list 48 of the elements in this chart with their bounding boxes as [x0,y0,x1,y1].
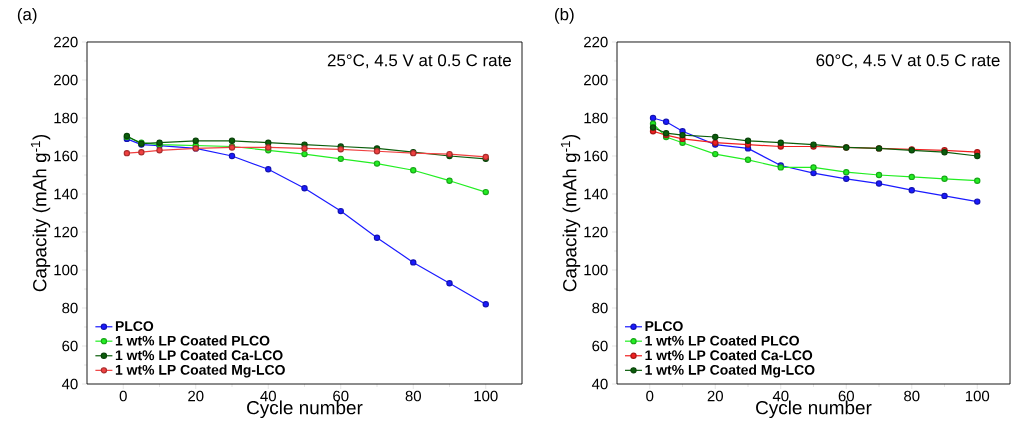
legend-label: 1 wt% LP Coated Mg-LCO [115,364,285,378]
x-tick-label: 40 [260,390,276,402]
legend-label: 1 wt% LP Coated Ca-LCO [115,349,283,361]
x-tick-label: 60 [838,390,854,402]
y-tick-label: 120 [584,226,608,238]
x-tick-label: 40 [772,390,789,402]
legend-label: 1 wt% LP Coated Mg-LCO [645,364,815,378]
legend-label: 1 wt% LP Coated Ca-LCO [645,349,813,361]
annotation: 25°C, 4.5 V at 0.5 C rate [327,54,511,69]
x-tick-label: 0 [119,390,127,402]
y-tick-label: 40 [61,378,78,390]
y-tick-label: 160 [54,150,78,162]
x-tick-label: 100 [965,390,990,402]
x-axis-title: Cycle number [756,400,872,419]
y-tick-label: 140 [54,188,78,200]
y-tick-label: 60 [592,340,608,352]
y-tick-label: 100 [54,264,78,276]
x-tick-label: 20 [188,390,204,402]
y-tick-label: 180 [54,112,78,124]
x-tick-label: 80 [405,390,421,402]
legend-label: PLCO [645,321,683,332]
y-tick-label: 220 [584,36,608,48]
y-tick-label: 60 [62,340,78,352]
annotation: 60°C, 4.5 V at 0.5 C rate [816,54,1000,69]
y-tick-label: 160 [584,150,608,162]
y-tick-label: 220 [54,36,78,48]
y-axis-title: Capacity (mAh g$^{-1}$) [560,134,581,292]
chart-title: (b) [555,7,574,24]
y-tick-label: 40 [591,378,608,390]
y-tick-label: 80 [592,302,608,314]
x-tick-label: 20 [707,390,723,402]
y-tick-label: 200 [54,74,78,86]
x-axis-title: Cycle number [247,400,363,419]
y-tick-label: 200 [584,74,608,86]
y-tick-label: 100 [584,264,608,276]
x-tick-label: 100 [474,390,498,402]
legend-label: 1 wt% LP Coated PLCO [645,335,799,346]
y-tick-label: 80 [62,302,78,314]
x-tick-label: 0 [646,390,654,402]
legend-label: PLCO [115,321,154,332]
y-tick-label: 120 [54,226,78,238]
y-axis-title: Capacity (mAh g$^{-1}$) [30,134,51,292]
x-tick-label: 60 [333,390,349,402]
y-tick-label: 180 [584,112,608,124]
chart-title: (a) [17,7,37,24]
y-tick-label: 140 [584,188,608,200]
x-tick-label: 80 [904,390,920,402]
legend-label: 1 wt% LP Coated PLCO [115,335,270,346]
